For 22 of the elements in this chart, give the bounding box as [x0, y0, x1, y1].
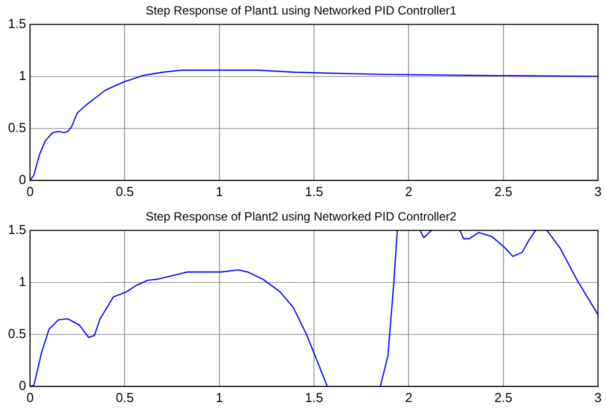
- x-tick-label: 1.5: [304, 390, 324, 405]
- chart-title: Step Response of Plant2 using Networked PID Controller2: [146, 210, 457, 224]
- x-tick-label: 0.5: [116, 184, 134, 199]
- chart-title: Step Response of Plant1 using Networked PID Controller1: [146, 4, 457, 18]
- x-tick-label: 3: [594, 390, 602, 405]
- y-tick-label: 1: [18, 68, 26, 83]
- y-tick-label: 0: [18, 172, 26, 187]
- y-tick-label: 1.5: [8, 222, 26, 237]
- x-tick-label: 2: [405, 390, 412, 405]
- x-tick-label: 2.5: [494, 184, 512, 199]
- y-tick-label: 0.5: [8, 120, 26, 135]
- y-tick-label: 1.5: [8, 16, 26, 31]
- y-tick-label: 0.5: [8, 326, 26, 341]
- x-tick-label: 1: [216, 184, 223, 199]
- y-tick-label: 0: [18, 378, 26, 393]
- x-tick-label: 0.5: [116, 390, 134, 405]
- y-tick-label: 1: [18, 274, 26, 289]
- x-tick-label: 2: [405, 184, 412, 199]
- x-tick-label: 1.5: [304, 184, 324, 199]
- x-tick-label: 3: [594, 184, 602, 199]
- x-tick-label: 2.5: [494, 390, 512, 405]
- x-tick-label: 1: [216, 390, 223, 405]
